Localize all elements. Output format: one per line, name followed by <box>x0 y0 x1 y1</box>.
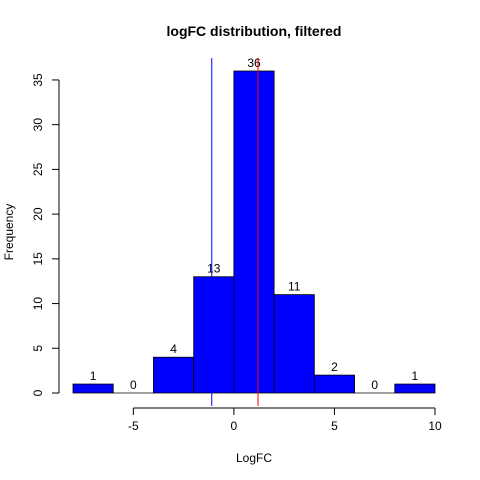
bars-group <box>72 70 436 394</box>
y-axis-label: Frequency <box>2 204 16 261</box>
y-tick-label: 5 <box>31 345 45 352</box>
y-axis: 0 5 10 15 20 25 30 35 <box>31 73 60 396</box>
y-tick-label: 10 <box>31 297 45 311</box>
x-axis-label: LogFC <box>236 451 272 465</box>
histogram-bar <box>193 276 235 394</box>
x-tick-label: 10 <box>428 419 442 433</box>
y-tick-label: 30 <box>31 118 45 132</box>
bar-count-label: 2 <box>331 360 338 374</box>
histogram-bar <box>394 383 436 394</box>
x-tick-label: 5 <box>331 419 338 433</box>
x-tick-label: -5 <box>128 419 139 433</box>
bar-count-label: 1 <box>412 369 419 383</box>
histogram-bar <box>273 294 315 394</box>
histogram-bar <box>313 374 355 394</box>
y-tick-label: 20 <box>31 207 45 221</box>
bar-count-label: 13 <box>207 262 221 276</box>
reference-lines-group <box>211 58 259 406</box>
y-tick-label: 25 <box>31 162 45 176</box>
bar-count-label: 36 <box>247 56 261 70</box>
histogram-bar <box>153 356 195 394</box>
bar-count-label: 0 <box>130 378 137 392</box>
bar-count-label: 4 <box>170 342 177 356</box>
x-axis: -5 0 5 10 <box>128 407 442 433</box>
bar-count-label: 0 <box>371 378 378 392</box>
histogram-bar <box>72 383 114 394</box>
chart-title: logFC distribution, filtered <box>167 23 342 39</box>
bar-count-label: 1 <box>90 369 97 383</box>
bar-count-label: 11 <box>288 280 301 294</box>
y-tick-label: 0 <box>31 389 45 396</box>
histogram-bar <box>233 70 275 394</box>
y-tick-label: 15 <box>31 252 45 266</box>
x-tick-label: 0 <box>231 419 238 433</box>
y-tick-label: 35 <box>31 73 45 87</box>
